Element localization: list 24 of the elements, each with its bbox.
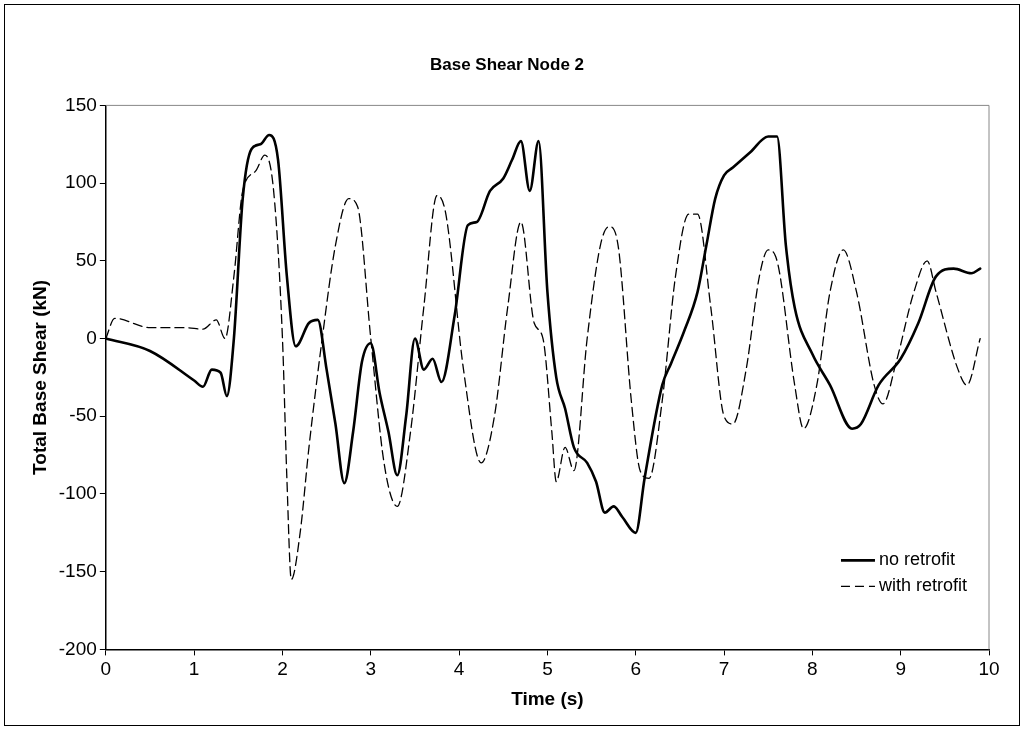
- y-tick-label: -200: [58, 637, 97, 659]
- y-tick-label: 50: [75, 249, 97, 271]
- x-tick-label: 0: [100, 658, 112, 680]
- x-tick-label: 4: [453, 658, 465, 680]
- x-tick-label: 1: [188, 658, 200, 680]
- y-tick-label: 100: [65, 171, 97, 193]
- x-tick-label: 5: [542, 658, 553, 680]
- y-axis-title: Total Base Shear (kN): [28, 279, 50, 475]
- x-tick-label: 6: [630, 658, 642, 680]
- y-tick-label: 150: [65, 93, 97, 115]
- x-tick-label: 2: [277, 658, 288, 680]
- x-axis-title: Time (s): [511, 687, 584, 709]
- x-tick-label: 9: [895, 658, 906, 680]
- y-tick-label: 0: [86, 326, 97, 348]
- x-tick-label: 8: [807, 658, 818, 680]
- y-tick-label: -100: [58, 482, 97, 504]
- legend-label: with retrofit: [877, 575, 968, 596]
- x-tick-label: 7: [718, 658, 730, 680]
- y-tick-label: -150: [58, 559, 97, 581]
- legend-label: no retrofit: [878, 549, 956, 570]
- x-tick-label: 3: [365, 658, 377, 680]
- x-tick-label: 10: [978, 658, 1000, 680]
- chart-title: Base Shear Node 2: [429, 54, 585, 74]
- y-tick-label: -50: [69, 404, 97, 426]
